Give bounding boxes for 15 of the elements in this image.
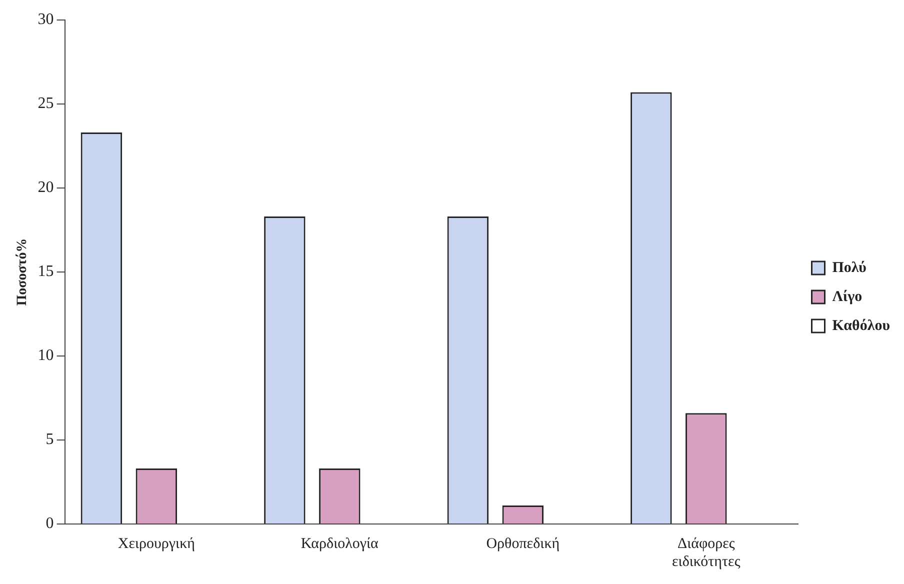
y-tick-label: 0 [46, 515, 54, 532]
x-tick-label: Διάφορες ειδικότητες [672, 536, 740, 570]
y-tick-label: 15 [38, 263, 54, 280]
legend-label: Πολύ [832, 260, 867, 276]
x-tick-label: Χειρουργική [118, 536, 196, 552]
legend-label: Λίγο [832, 288, 862, 305]
y-tick-label: 30 [38, 11, 54, 28]
y-tick-label: 5 [46, 431, 54, 448]
y-axis-title: Ποσοστό% [15, 238, 30, 306]
y-tick-label: 10 [38, 347, 54, 364]
x-tick-label: Ορθοπεδική [486, 536, 560, 552]
y-tick-label: 25 [38, 95, 54, 112]
x-tick-label: Καρδιολογία [300, 536, 379, 552]
y-tick-label: 20 [38, 179, 54, 196]
legend-label: Καθόλου [832, 318, 890, 334]
